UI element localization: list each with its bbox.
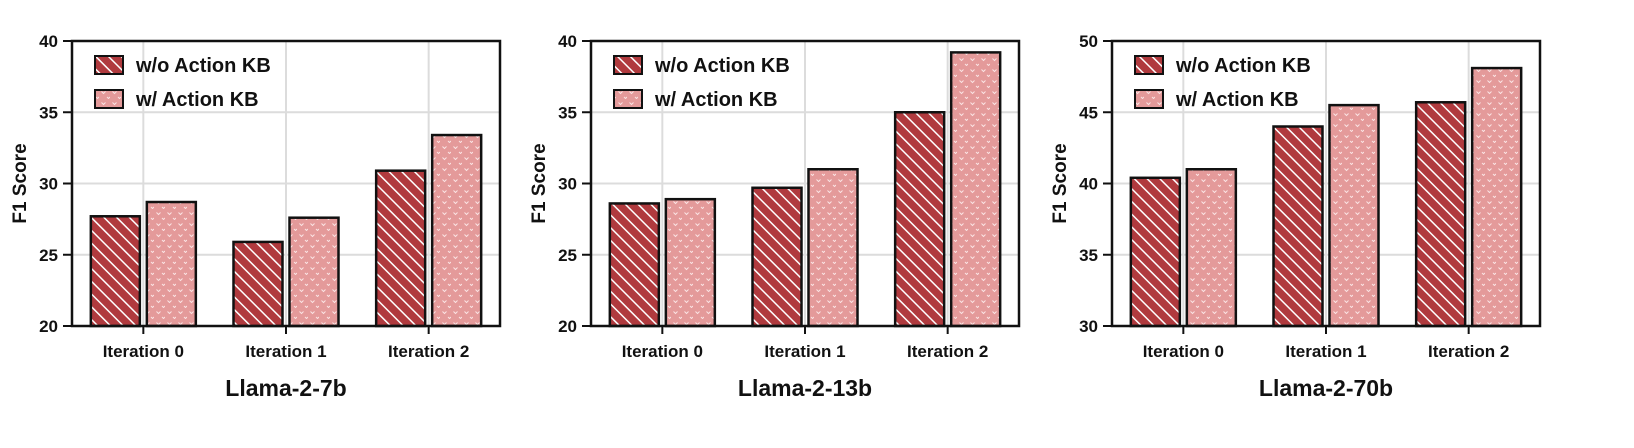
y-tick-label: 35 bbox=[1079, 246, 1098, 265]
x-tick-label: Iteration 0 bbox=[622, 342, 703, 361]
y-tick-label: 40 bbox=[1079, 175, 1098, 194]
legend-swatch bbox=[94, 55, 124, 75]
bar-without-action-kb bbox=[232, 240, 284, 328]
bar-with-action-kb bbox=[145, 200, 198, 328]
bar-without-action-kb bbox=[1414, 101, 1467, 328]
chart-panel-2: 20 25 30 35 40 Iteration 0 Iteration 1 Iteratio… bbox=[529, 32, 1021, 401]
bar-without-action-kb bbox=[751, 186, 803, 328]
y-tick-label: 40 bbox=[39, 32, 58, 51]
x-tick-label: Iteration 1 bbox=[764, 342, 845, 361]
x-tick-label: Iteration 0 bbox=[103, 342, 184, 361]
x-tick-label: Iteration 2 bbox=[907, 342, 988, 361]
legend-swatch bbox=[613, 89, 643, 109]
legend-label: w/o Action KB bbox=[1175, 55, 1311, 77]
plot-frame bbox=[70, 39, 502, 328]
bar-without-action-kb bbox=[1272, 125, 1324, 328]
bar-without-action-kb bbox=[1129, 176, 1182, 328]
bar-with-action-kb bbox=[807, 168, 859, 328]
bar-with-action-kb bbox=[1328, 103, 1380, 328]
legend: w/o Action KB w/ Action KB bbox=[1134, 55, 1311, 111]
legend-label: w/o Action KB bbox=[135, 55, 271, 77]
y-tick-label: 35 bbox=[39, 103, 58, 122]
y-tick-label: 20 bbox=[39, 317, 58, 336]
bar-with-action-kb bbox=[430, 133, 483, 328]
plot-frame bbox=[589, 39, 1021, 328]
y-axis-label: F1 Score bbox=[10, 143, 31, 223]
y-tick-label: 25 bbox=[39, 246, 58, 265]
legend-label: w/ Action KB bbox=[1175, 89, 1299, 111]
y-tick-label: 25 bbox=[558, 246, 577, 265]
legend: w/o Action KB w/ Action KB bbox=[613, 55, 790, 111]
x-tick-label: Iteration 1 bbox=[245, 342, 326, 361]
y-tick-label: 40 bbox=[558, 32, 577, 51]
y-tick-label: 35 bbox=[558, 103, 577, 122]
y-tick-label: 45 bbox=[1079, 103, 1098, 122]
legend-label: w/ Action KB bbox=[654, 89, 778, 111]
plot-frame bbox=[1110, 39, 1542, 328]
legend-label: w/o Action KB bbox=[654, 55, 790, 77]
bar-with-action-kb bbox=[1185, 168, 1238, 328]
legend-label: w/ Action KB bbox=[135, 89, 259, 111]
bar-with-action-kb bbox=[288, 216, 340, 328]
chart-panel-3: 30 35 40 45 50 Iteration 0 Iteration 1 Iteratio… bbox=[1050, 32, 1542, 401]
bar-without-action-kb bbox=[89, 215, 142, 328]
chart-panel-1: 20 25 30 35 40 Iteration 0 Iteration 1 Iteratio… bbox=[10, 32, 502, 401]
legend-swatch bbox=[613, 55, 643, 75]
y-tick-label: 50 bbox=[1079, 32, 1098, 51]
x-tick-label: Iteration 2 bbox=[1428, 342, 1509, 361]
legend: w/o Action KB w/ Action KB bbox=[94, 55, 271, 111]
x-tick-label: Iteration 1 bbox=[1285, 342, 1366, 361]
y-axis-label: F1 Score bbox=[529, 143, 550, 223]
bar-without-action-kb bbox=[374, 169, 427, 328]
bar-without-action-kb bbox=[893, 111, 946, 328]
y-tick-label: 20 bbox=[558, 317, 577, 336]
x-tick-label: Iteration 0 bbox=[1143, 342, 1224, 361]
y-tick-label: 30 bbox=[1079, 317, 1098, 336]
chart-title: Llama-2-7b bbox=[225, 375, 346, 401]
legend-swatch bbox=[1134, 89, 1164, 109]
y-tick-label: 30 bbox=[558, 175, 577, 194]
legend-swatch bbox=[1134, 55, 1164, 75]
bar-with-action-kb bbox=[664, 197, 717, 328]
legend-swatch bbox=[94, 89, 124, 109]
y-axis-label: F1 Score bbox=[1050, 143, 1071, 223]
x-tick-label: Iteration 2 bbox=[388, 342, 469, 361]
bar-with-action-kb bbox=[949, 51, 1002, 328]
y-tick-label: 30 bbox=[39, 175, 58, 194]
chart-title: Llama-2-70b bbox=[1259, 375, 1393, 401]
chart-title: Llama-2-13b bbox=[738, 375, 872, 401]
bar-without-action-kb bbox=[608, 202, 661, 328]
bar-with-action-kb bbox=[1470, 66, 1523, 328]
